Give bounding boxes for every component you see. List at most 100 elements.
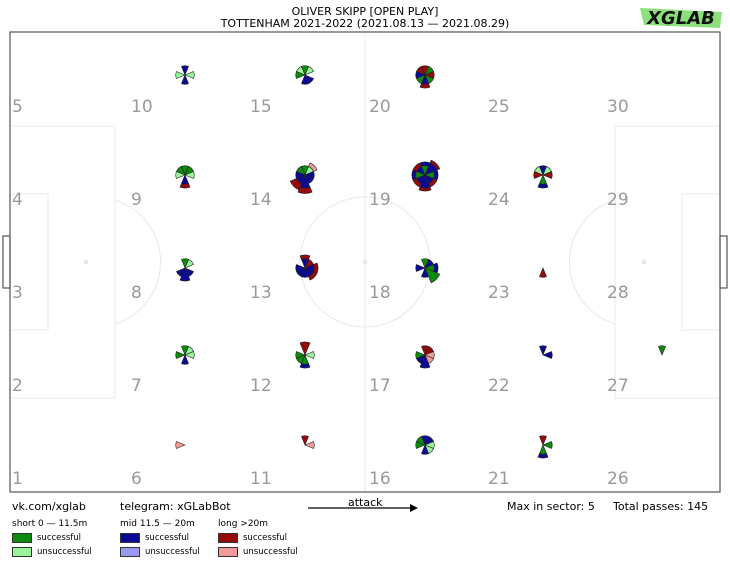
rose-wedge-15-W-short_successful: [295, 71, 306, 79]
rose-wedge-14-NE-long_unsuccessful: [308, 162, 318, 172]
right-goal: [719, 235, 728, 289]
rose-wedge-24-S-short_successful: [539, 174, 547, 185]
rose-wedge-9-W-short_unsuccessful: [175, 171, 186, 179]
rose-wedge-13-E-long_successful: [313, 262, 319, 274]
rose-wedge-16-S-mid_successful: [421, 444, 429, 455]
rose-wedge-11-N-long_successful: [301, 435, 309, 446]
legend-short-success-label: successful: [37, 533, 81, 543]
zone-label-7: 7: [131, 376, 142, 396]
right-goal-area: [681, 193, 721, 331]
rose-wedge-11-E-long_unsuccessful: [304, 441, 315, 449]
rose-wedge-22-E-mid_successful: [542, 351, 553, 359]
zone-label-10: 10: [131, 97, 153, 117]
zone-label-14: 14: [250, 190, 272, 210]
rose-wedge-27-N-short_successful: [658, 345, 666, 356]
pass-rose-zone-9: [175, 165, 195, 189]
left-goal-area: [9, 193, 49, 331]
rose-wedge-16-NW-short_successful: [416, 436, 426, 446]
left-goal: [2, 235, 11, 289]
pass-roses: [175, 65, 666, 459]
legend-mid-fail-swatch: [120, 547, 140, 557]
rose-wedge-12-SW-short_successful: [296, 354, 306, 364]
legend-long-success-label: successful: [243, 533, 287, 543]
rose-wedge-9-S-long_successful: [179, 183, 191, 189]
pass-rose-zone-20: [415, 65, 435, 89]
rose-wedge-10-S-mid_successful: [181, 74, 189, 85]
zone-label-29: 29: [607, 190, 629, 210]
pass-rose-zone-14: [289, 162, 318, 194]
vk-link[interactable]: vk.com/xglab: [12, 500, 86, 513]
rose-wedge-7-S-mid_successful: [181, 354, 189, 365]
zone-label-25: 25: [488, 97, 510, 117]
rose-wedge-24-NE-short_unsuccessful: [542, 166, 552, 176]
rose-wedge-8-NE-short_unsuccessful: [184, 259, 194, 269]
zone-label-12: 12: [250, 376, 272, 396]
rose-wedge-21-E-short_successful: [542, 441, 553, 449]
zone-label-15: 15: [250, 97, 272, 117]
rose-wedge-18-W-mid_successful: [415, 264, 426, 272]
chart-title: OLIVER SKIPP [OPEN PLAY]: [291, 5, 439, 18]
rose-wedge-12-N-long_successful: [299, 341, 311, 356]
zone-label-22: 22: [488, 376, 510, 396]
telegram-link[interactable]: telegram: xGLabBot: [120, 500, 231, 513]
right-penalty-box: [614, 125, 721, 399]
pass-rose-zone-23: [539, 267, 547, 278]
rose-wedge-10-E-short_unsuccessful: [184, 71, 195, 79]
rose-wedge-19-SE-long_successful: [428, 178, 438, 188]
xglab-logo: XGLAB: [640, 8, 722, 28]
legend-mid-fail-label: unsuccessful: [145, 547, 200, 557]
rose-wedge-21-S-short_successful: [539, 444, 547, 455]
legend-short-title: short 0 — 11.5m: [12, 519, 88, 529]
rose-wedge-17-SW-mid_successful: [416, 354, 426, 364]
rose-wedge-7-W-short_successful: [175, 351, 186, 359]
pass-rose-zone-10: [175, 65, 195, 85]
zone-label-5: 5: [12, 97, 23, 117]
logo-text: XGLAB: [646, 8, 715, 28]
max-in-sector: Max in sector: 5: [507, 500, 595, 513]
pass-rose-zone-16: [415, 435, 435, 455]
rose-wedge-18-S-mid_successful: [421, 267, 429, 278]
rose-wedge-13-N-long_successful: [299, 254, 311, 260]
zone-label-18: 18: [369, 283, 391, 303]
rose-wedge-8-S-mid_successful: [179, 267, 191, 282]
legend-mid-success-swatch: [120, 533, 140, 543]
zone-label-20: 20: [369, 97, 391, 117]
pass-rose-zone-27: [658, 345, 666, 356]
zone-label-1: 1: [12, 469, 23, 489]
legend-short-fail-swatch: [12, 547, 32, 557]
legend-mid-success-label: successful: [145, 533, 189, 543]
zone-label-2: 2: [12, 376, 23, 396]
pass-rose-zone-24: [533, 165, 553, 189]
legend-long-fail-label: unsuccessful: [243, 547, 298, 557]
pass-rose-zone-11: [301, 435, 315, 449]
rose-wedge-15-NE-short_unsuccessful: [304, 66, 314, 76]
pass-rose-zone-22: [539, 345, 553, 359]
zone-label-16: 16: [369, 469, 391, 489]
rose-wedge-12-E-short_unsuccessful: [304, 351, 315, 359]
rose-wedge-6-W-long_unsuccessful: [175, 441, 186, 449]
zone-label-3: 3: [12, 283, 23, 303]
attack-arrow: [308, 504, 418, 512]
rose-wedge-17-S-mid_successful: [419, 354, 431, 369]
rose-wedge-12-S-mid_successful: [299, 363, 311, 369]
zone-label-11: 11: [250, 469, 272, 489]
rose-wedge-19-S-long_successful: [418, 186, 432, 192]
rose-wedge-22-N-mid_successful: [539, 345, 547, 356]
rose-wedge-23-S-long_successful: [539, 267, 547, 278]
rose-wedge-10-N-mid_successful: [181, 65, 189, 76]
legend-long-success-swatch: [218, 533, 238, 543]
zone-label-4: 4: [12, 190, 23, 210]
rose-wedge-7-E-short_unsuccessful: [184, 351, 195, 359]
left-penalty-arc: [114, 199, 161, 325]
zone-label-23: 23: [488, 283, 510, 303]
rose-wedge-14-S-long_successful: [297, 186, 313, 194]
pass-rose-zone-19: [411, 159, 441, 192]
zone-label-8: 8: [131, 283, 142, 303]
zone-label-9: 9: [131, 190, 142, 210]
zone-label-13: 13: [250, 283, 272, 303]
rose-wedge-20-S-long_successful: [419, 83, 431, 89]
rose-wedge-9-S-mid_successful: [181, 174, 189, 185]
legend-short-success-swatch: [12, 533, 32, 543]
pass-rose-zone-17: [415, 345, 435, 369]
